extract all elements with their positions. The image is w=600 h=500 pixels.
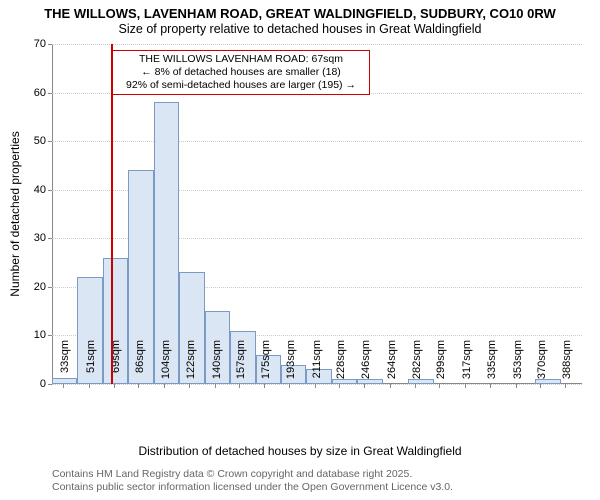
- xtick-label: 140sqm: [211, 340, 223, 388]
- annotation-line1: THE WILLOWS LAVENHAM ROAD: 67sqm: [117, 53, 365, 66]
- ytick-label: 60: [34, 87, 46, 99]
- xtick-label: 193sqm: [285, 340, 297, 388]
- xtick-label: 264sqm: [386, 340, 398, 388]
- annotation-line2: ← 8% of detached houses are smaller (18): [117, 66, 365, 79]
- xtick-label: 370sqm: [536, 340, 548, 388]
- ytick-mark: [48, 287, 52, 288]
- plot-area: 01020304050607033sqm51sqm69sqm86sqm104sq…: [52, 44, 582, 424]
- ytick-mark: [48, 44, 52, 45]
- xtick-label: 246sqm: [360, 340, 372, 388]
- xtick-label: 228sqm: [335, 340, 347, 388]
- gridline: [52, 141, 582, 142]
- ytick-mark: [48, 384, 52, 385]
- y-axis-line: [52, 44, 53, 384]
- xtick-label: 353sqm: [512, 340, 524, 388]
- xtick-label: 282sqm: [411, 340, 423, 388]
- ytick-label: 50: [34, 135, 46, 147]
- ytick-label: 40: [34, 184, 46, 196]
- y-axis-label: Number of detached properties: [8, 131, 22, 296]
- ytick-mark: [48, 93, 52, 94]
- xtick-label: 211sqm: [311, 340, 323, 388]
- xtick-label: 388sqm: [561, 340, 573, 388]
- footer-attribution: Contains HM Land Registry data © Crown c…: [52, 468, 453, 494]
- xtick-label: 86sqm: [134, 340, 146, 388]
- plot-inner: 01020304050607033sqm51sqm69sqm86sqm104sq…: [52, 44, 582, 384]
- xtick-label: 175sqm: [260, 340, 272, 388]
- ytick-label: 10: [34, 329, 46, 341]
- xtick-label: 104sqm: [160, 340, 172, 388]
- ytick-mark: [48, 141, 52, 142]
- chart-title-line1: THE WILLOWS, LAVENHAM ROAD, GREAT WALDIN…: [0, 6, 600, 22]
- xtick-label: 157sqm: [235, 340, 247, 388]
- xtick-label: 33sqm: [59, 340, 71, 388]
- xtick-label: 317sqm: [461, 340, 473, 388]
- annotation-box: THE WILLOWS LAVENHAM ROAD: 67sqm← 8% of …: [112, 50, 370, 95]
- xtick-label: 335sqm: [486, 340, 498, 388]
- x-axis-label: Distribution of detached houses by size …: [0, 444, 600, 458]
- annotation-line3: 92% of semi-detached houses are larger (…: [117, 79, 365, 92]
- xtick-label: 122sqm: [185, 340, 197, 388]
- footer-line1: Contains HM Land Registry data © Crown c…: [52, 468, 453, 481]
- ytick-mark: [48, 335, 52, 336]
- chart-title-block: THE WILLOWS, LAVENHAM ROAD, GREAT WALDIN…: [0, 0, 600, 38]
- footer-line2: Contains public sector information licen…: [52, 481, 453, 494]
- ytick-label: 20: [34, 281, 46, 293]
- ytick-mark: [48, 190, 52, 191]
- ytick-label: 30: [34, 232, 46, 244]
- xtick-label: 51sqm: [85, 340, 97, 388]
- xtick-label: 299sqm: [435, 340, 447, 388]
- gridline: [52, 44, 582, 45]
- ytick-label: 70: [34, 38, 46, 50]
- ytick-mark: [48, 238, 52, 239]
- ytick-label: 0: [40, 378, 46, 390]
- chart-title-line2: Size of property relative to detached ho…: [0, 22, 600, 38]
